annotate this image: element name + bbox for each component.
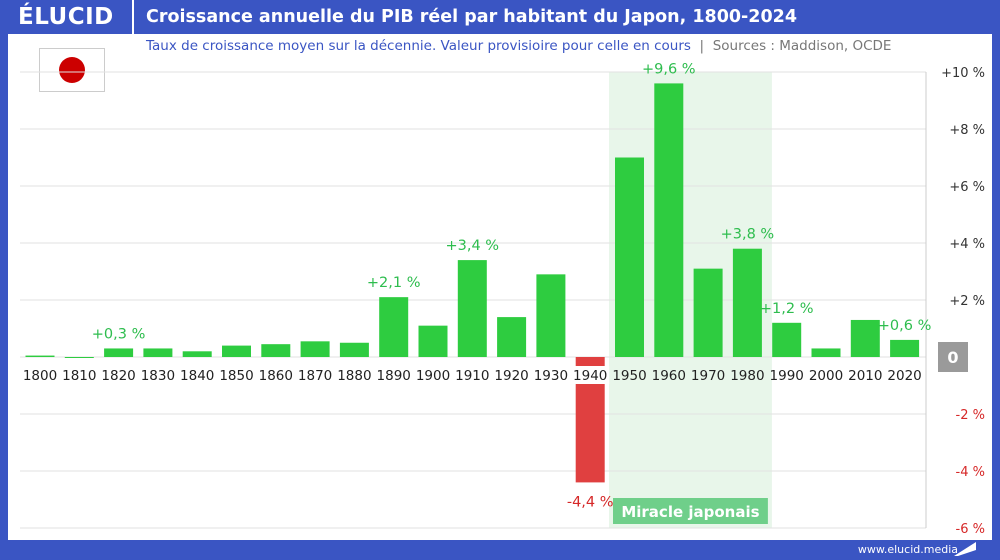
chart-title: Croissance annuelle du PIB réel par habi…	[146, 7, 798, 27]
miracle-label-box	[613, 498, 768, 524]
x-tick-label: 1940	[573, 368, 607, 384]
y-tick-label: -4 %	[956, 465, 985, 480]
x-tick-label: 1830	[141, 368, 175, 384]
bar-1870	[300, 341, 330, 357]
data-label-1940: -4,4 %	[567, 494, 614, 510]
x-tick-label: 1920	[494, 368, 528, 384]
y-tick-label: +4 %	[949, 237, 985, 252]
japan-flag-icon	[39, 48, 105, 92]
bar-1900	[418, 325, 448, 357]
x-tick-label: 1820	[101, 368, 135, 384]
y-tick-label: 0	[947, 348, 958, 367]
x-tick-label: 1810	[62, 368, 96, 384]
x-tick-label: 1910	[455, 368, 489, 384]
x-tick-label: 1890	[377, 368, 411, 384]
y-tick-label: +6 %	[949, 180, 985, 195]
x-tick-label: 1960	[652, 368, 686, 384]
y-tick-label: +2 %	[949, 294, 985, 309]
bar-1920	[497, 317, 527, 357]
bar-1850	[222, 345, 251, 357]
bar-1990	[772, 322, 802, 357]
header-divider	[132, 0, 134, 36]
data-label-1980: +3,8 %	[721, 227, 775, 243]
x-tick-label: 1860	[259, 368, 293, 384]
data-label-1820: +0,3 %	[92, 326, 146, 342]
sources: Sources : Maddison, OCDE	[712, 38, 892, 54]
y-tick-label: -6 %	[956, 522, 985, 537]
bar-2010	[850, 319, 880, 357]
bar-2000	[811, 348, 841, 357]
x-tick-label: 1840	[180, 368, 214, 384]
bar-1950	[615, 157, 644, 357]
x-tick-label: 1880	[337, 368, 371, 384]
miracle-label: Miracle japonais	[621, 503, 759, 521]
x-tick-label: 1870	[298, 368, 332, 384]
x-tick-label: 1800	[23, 368, 57, 384]
x-tick-label: 1990	[770, 368, 804, 384]
header: ÉLUCID Croissance annuelle du PIB réel p…	[0, 0, 1000, 36]
bar-1930	[536, 274, 566, 357]
data-label-1910: +3,4 %	[445, 238, 499, 254]
bar-1860	[261, 344, 291, 357]
x-tick-label: 1980	[730, 368, 764, 384]
separator: |	[699, 38, 705, 54]
zero-badge	[938, 342, 968, 372]
chart-panel	[8, 34, 992, 540]
data-label-1960: +9,6 %	[642, 61, 696, 77]
bar-1800	[25, 355, 55, 357]
bar-2020	[890, 339, 920, 357]
corner-logo-icon	[954, 542, 976, 556]
bar-1810	[64, 357, 94, 358]
x-tick-label: 2000	[809, 368, 843, 384]
data-label-1890: +2,1 %	[367, 275, 421, 291]
x-tick-label: 2020	[887, 368, 921, 384]
bar-1980	[732, 248, 762, 357]
x-tick-label: 1950	[612, 368, 646, 384]
bar-1880	[339, 342, 369, 357]
y-tick-label: -2 %	[956, 408, 985, 423]
subtitle: Taux de croissance moyen sur la décennie…	[146, 38, 891, 54]
elucid-logo: ÉLUCID	[18, 4, 114, 30]
y-tick-label: +10 %	[941, 66, 985, 81]
footer-url[interactable]: www.elucid.media	[857, 543, 958, 556]
x-tick-label: 1930	[534, 368, 568, 384]
x-tick-label: 1850	[219, 368, 253, 384]
x-tick-label: 2010	[848, 368, 882, 384]
bar-1910	[457, 260, 487, 357]
subtitle-text: Taux de croissance moyen sur la décennie…	[146, 38, 691, 54]
y-tick-label: +8 %	[949, 123, 985, 138]
bar-1960	[654, 83, 684, 358]
x-tick-label: 1900	[416, 368, 450, 384]
bar-1820	[104, 348, 134, 357]
bar-1970	[693, 268, 723, 357]
x-label-bg	[571, 366, 610, 384]
data-label-2020: +0,6 %	[878, 318, 932, 334]
data-label-1990: +1,2 %	[760, 301, 814, 317]
x-tick-label: 1970	[691, 368, 725, 384]
bar-1840	[182, 351, 212, 357]
bar-1830	[143, 348, 173, 357]
bar-1890	[379, 297, 409, 357]
